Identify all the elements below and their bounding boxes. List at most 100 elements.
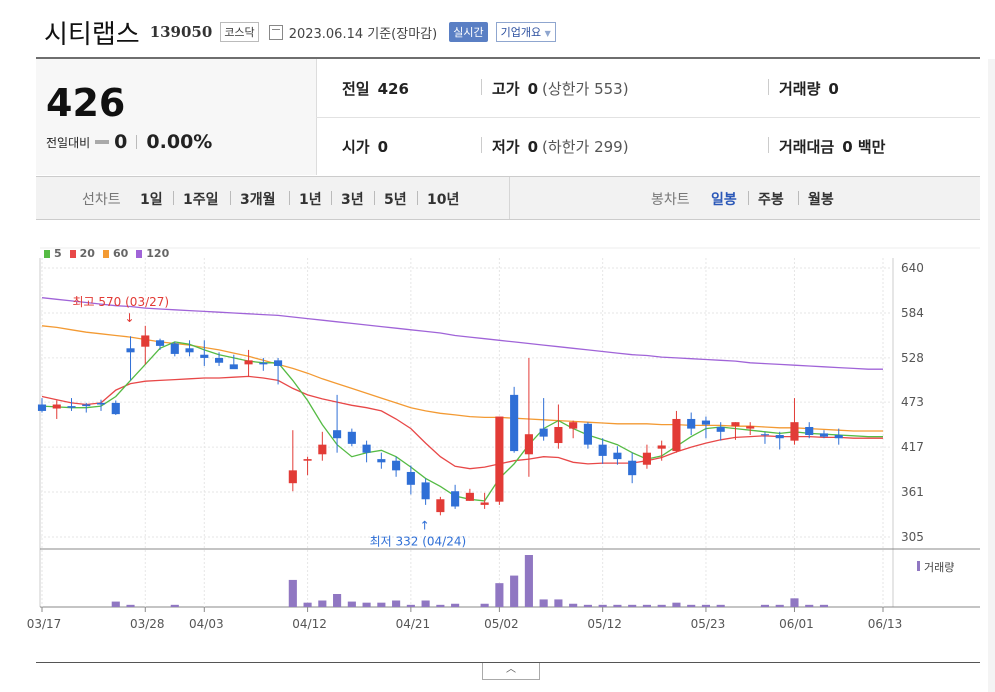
volume-bar [170,604,179,607]
volume-bar [701,604,711,607]
ma60-line [41,325,883,432]
candle-body [746,426,755,429]
chart-tab-bar: 선차트 1일 1주일 3개월 1년 3년 5년 10년 봉차트 일봉 주봉 월봉 [36,176,980,220]
price-box: 426 전일대비 0 0.00% [36,59,317,175]
candle-body [37,404,47,411]
volume-bar [819,604,829,607]
volume-bar [554,599,563,607]
price-change: 전일대비 0 0.00% [46,131,212,153]
volume-bar [303,602,312,607]
divider [289,191,290,205]
company-overview-label: 기업개요 [500,26,542,39]
tab-5y[interactable]: 5년 [384,192,407,208]
candle-body [805,426,814,436]
volume-bar [583,604,592,607]
candle-body [569,422,578,429]
volume-bar [790,598,799,607]
tab-monthly[interactable]: 월봉 [808,192,834,208]
tab-1d[interactable]: 1일 [140,192,163,208]
candle-body [111,402,120,415]
volume-bar [406,604,415,607]
candle-body [495,416,504,502]
candle-body [775,435,784,439]
tab-3y[interactable]: 3년 [341,192,364,208]
current-price: 426 [46,81,126,125]
candle-body [347,431,356,444]
low-price: 저가 0 (하한가 299) [492,136,629,157]
candle-body [480,502,489,505]
x-tick-label: 05/12 [587,617,622,631]
volume-bar [436,604,445,607]
amount-value: 0 백만 [842,138,886,156]
y-tick-label: 473 [901,395,924,409]
ma5-line [41,341,883,502]
tab-3m[interactable]: 3개월 [240,192,276,208]
tab-10y[interactable]: 10년 [427,192,460,208]
y-tick-label: 361 [901,485,924,499]
candle-body [274,360,283,366]
volume-bar [111,601,120,607]
candle-body [760,434,770,436]
legend-swatch [136,249,143,258]
volume-bar [775,604,784,607]
volume-legend-swatch [917,561,920,571]
collapse-chart-button[interactable]: ︿ [482,663,540,680]
candle-body [155,340,165,346]
x-tick-label: 04/03 [189,617,224,631]
candle-body [200,354,209,358]
lower-limit: (하한가 299) [542,138,629,156]
stock-code: 139050 [149,23,213,41]
divider [481,137,482,153]
tab-1y[interactable]: 1년 [299,192,322,208]
y-tick-label: 528 [901,351,924,365]
prev-close-value: 426 [377,79,409,98]
high-label: 고가 [492,80,520,98]
line-chart-label: 선차트 [82,192,121,208]
candle-body [421,482,430,500]
tab-1w[interactable]: 1주일 [183,192,219,208]
company-overview-dropdown[interactable]: 기업개요 ▼ [495,22,556,42]
volume-bar [288,579,297,607]
candle-body [790,422,799,441]
volume-bar [510,575,519,607]
top-divider [36,57,980,59]
low-label: 저가 [492,138,520,156]
volume-bar [421,600,430,607]
divider [331,191,332,205]
candle-body [318,444,327,455]
x-tick-label: 05/23 [691,617,726,631]
candle-body [554,426,563,444]
tab-weekly[interactable]: 주봉 [758,192,784,208]
volume-label: 거래량 [779,80,821,98]
quote-stats: 전일 426 고가 0 (상한가 553) 거래량 0 시가 0 저가 0 (하… [316,59,980,175]
change-value: 0 [114,131,128,153]
candle-body [185,348,194,353]
candle-body [406,471,415,485]
y-tick-label: 640 [901,261,924,275]
candle-body [377,459,386,463]
candle-body [259,362,268,365]
volume-bar [760,604,770,607]
legend-swatch [102,249,109,258]
stock-header: 시티랩스 139050 코스닥 2023.06.14 기준(장마감) 실시간 기… [44,14,556,50]
candle-body [303,459,312,461]
arrow-up-icon: ↑ [420,518,430,532]
realtime-button[interactable]: 실시간 [449,22,488,42]
legend-swatch [69,249,76,258]
volume-label: 거래량 [924,561,954,574]
low-value: 0 [527,137,539,156]
min-price-annotation: 최저 332 (04/24) [370,534,467,548]
candle-body [642,452,651,465]
x-tick-label: 05/02 [484,617,519,631]
candle-body [451,491,460,507]
tab-daily[interactable]: 일봉 [711,192,737,208]
volume-bar [524,555,533,607]
volume-bar [539,599,548,607]
prev-close-label: 전일 [342,80,370,98]
candle-body [510,394,519,452]
calendar-icon [268,24,283,40]
change-label: 전일대비 [46,135,91,150]
open-label: 시가 [342,138,370,156]
candle-body [52,404,61,409]
volume-bar [716,604,725,607]
